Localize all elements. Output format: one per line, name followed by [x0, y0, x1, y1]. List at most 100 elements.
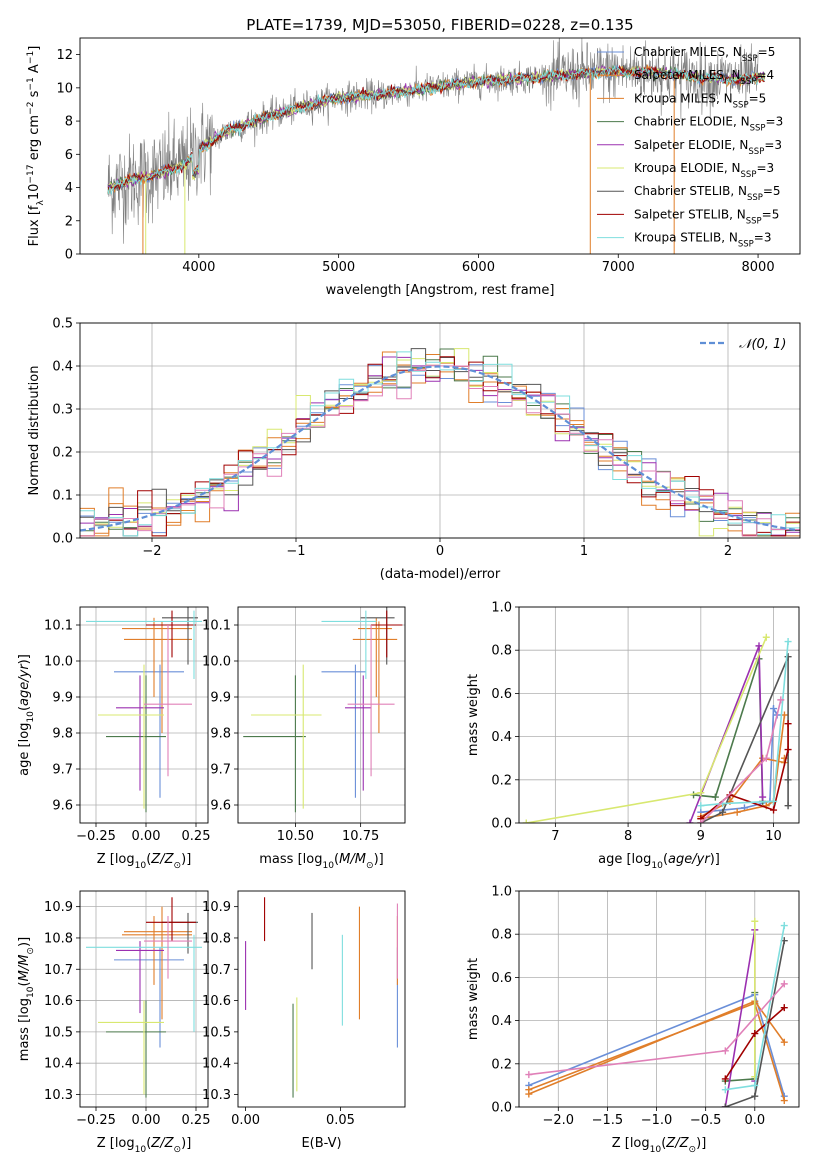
histogram-2 [80, 351, 800, 537]
y-tick-label: 0.4 [52, 360, 73, 375]
y-tick-label: 12 [56, 48, 73, 63]
y-tick-label: 10.5 [44, 1025, 73, 1040]
model-spectrum-7 [107, 64, 766, 191]
weight-marker [784, 638, 792, 646]
x-axis-label: wavelength [Angstrom, rest frame] [326, 283, 555, 298]
label-part: mass [log [17, 998, 32, 1061]
x-tick-label: 0.00 [132, 1113, 161, 1128]
x-axis-label: age [log10(age/yr)] [598, 852, 720, 871]
legend-label: Chabrier STELIB, NSSP=5 [634, 184, 781, 203]
x-tick-label: 7 [551, 829, 559, 844]
label-part: ⊙ [174, 861, 182, 871]
y-tick-label: 2 [65, 214, 73, 229]
y-tick-label: 0.3 [52, 403, 73, 418]
weight-marker [770, 705, 778, 713]
label-part: 10 [322, 861, 334, 871]
y-tick-label: 0.0 [491, 817, 512, 832]
weight-marker [697, 819, 705, 823]
y-tick-label: 10.0 [202, 655, 231, 670]
weight-marker [711, 793, 719, 801]
label-part: −1 [26, 77, 36, 90]
label-part: )] [710, 852, 720, 867]
y-tick-label: 0.6 [491, 687, 512, 702]
label-part: −17 [26, 164, 36, 183]
y-tick-label: 10.6 [202, 994, 231, 1009]
label-part: )] [181, 1136, 191, 1151]
x-tick-label: 0.05 [326, 1113, 355, 1128]
histogram-7 [80, 356, 800, 537]
weight-marker [780, 922, 788, 930]
x-tick-label: 0.25 [182, 829, 211, 844]
weight-marker [759, 793, 767, 801]
label-part: age [log [598, 852, 651, 867]
y-tick-label: 0.6 [491, 971, 512, 986]
weight-marker [751, 1081, 759, 1089]
label-part: )] [181, 852, 191, 867]
legend-label: Chabrier ELODIE, NSSP=3 [634, 115, 783, 134]
label-part: Z/Z [150, 852, 174, 867]
label-part: (data-model)/error [380, 567, 501, 582]
axes-frame [237, 606, 406, 824]
axes-frame [79, 606, 209, 824]
label-part: ( [661, 1136, 666, 1151]
weight-marker [697, 802, 705, 810]
label-part: M/M [339, 852, 366, 867]
label-part: erg cm [27, 115, 42, 164]
x-axis-label: (data-model)/error [380, 567, 501, 582]
x-tick-label: 1 [580, 544, 588, 559]
panel-mass_weight_vs_Z: −2.0 −1.5 −1.0 −0.5 0.0 0.0 0.2 0.4 0.6 0.8 1.0 Z [… [466, 885, 800, 1155]
x-tick-label: 10.75 [342, 829, 379, 844]
x-tick-label: 2 [724, 544, 732, 559]
label-part: )] [17, 654, 32, 664]
y-tick-label: 10.3 [44, 1088, 73, 1103]
y-tick-label: 0.4 [491, 730, 512, 745]
x-tick-label: −0.5 [690, 1113, 722, 1128]
y-tick-label: 10.9 [202, 900, 231, 915]
y-tick-label: 10.8 [202, 931, 231, 946]
y-tick-label: 10.7 [44, 963, 73, 978]
plot-area [86, 607, 202, 813]
legend-label: Kroupa ELODIE, NSSP=3 [634, 161, 774, 180]
weight-marker [770, 797, 778, 805]
y-tick-label: 0.5 [52, 317, 73, 332]
label-part: Z/Z [150, 1136, 174, 1151]
legend-label: Kroupa STELIB, NSSP=3 [634, 231, 772, 250]
label-part: age [log [17, 723, 32, 776]
x-tick-label: 0.0 [744, 1113, 765, 1128]
y-tick-label: 0.4 [491, 1014, 512, 1029]
label-part: M/M [17, 955, 32, 982]
y-axis-label: mass [log10(M/M⊙)] [17, 937, 36, 1061]
weight-marker [751, 1092, 759, 1100]
plot-area [245, 897, 398, 1098]
legend-label: 𝒩(0, 1) [739, 337, 786, 352]
label-part: )] [17, 937, 32, 947]
label-part: age/yr [17, 663, 32, 706]
label-part: 10 [651, 861, 663, 871]
weight-marker [780, 1097, 788, 1105]
y-tick-label: 10.8 [44, 931, 73, 946]
panel-mass_vs_Z: −0.25 0.00 0.25 10.3 10.4 10.5 10.6 10.7 10.8 10.… [17, 890, 210, 1155]
weight-marker [721, 1047, 729, 1055]
axes-frame [79, 322, 801, 539]
plot-area [107, 38, 766, 254]
weight-marker [784, 720, 792, 728]
label-part: 10 [26, 986, 36, 998]
plot-area [525, 917, 788, 1107]
label-part: Z [log [612, 1136, 650, 1151]
x-axis-label: Z [log10(Z/Z⊙)] [612, 1136, 707, 1155]
weight-marker [780, 980, 788, 988]
plot-area [80, 348, 800, 537]
y-tick-label: 10.9 [44, 900, 73, 915]
y-tick-label: 0.8 [491, 928, 512, 943]
y-tick-label: 9.9 [52, 691, 73, 706]
label-part: mass [log [259, 852, 322, 867]
label-part: ⊙ [366, 861, 374, 871]
y-tick-label: 9.8 [52, 727, 73, 742]
x-tick-label: −1 [286, 544, 305, 559]
weight-marker [784, 746, 792, 754]
y-axis-label: mass weight [466, 674, 481, 756]
weight-series-8 [700, 641, 789, 807]
label-part: ( [146, 852, 151, 867]
y-tick-label: 10.7 [202, 963, 231, 978]
